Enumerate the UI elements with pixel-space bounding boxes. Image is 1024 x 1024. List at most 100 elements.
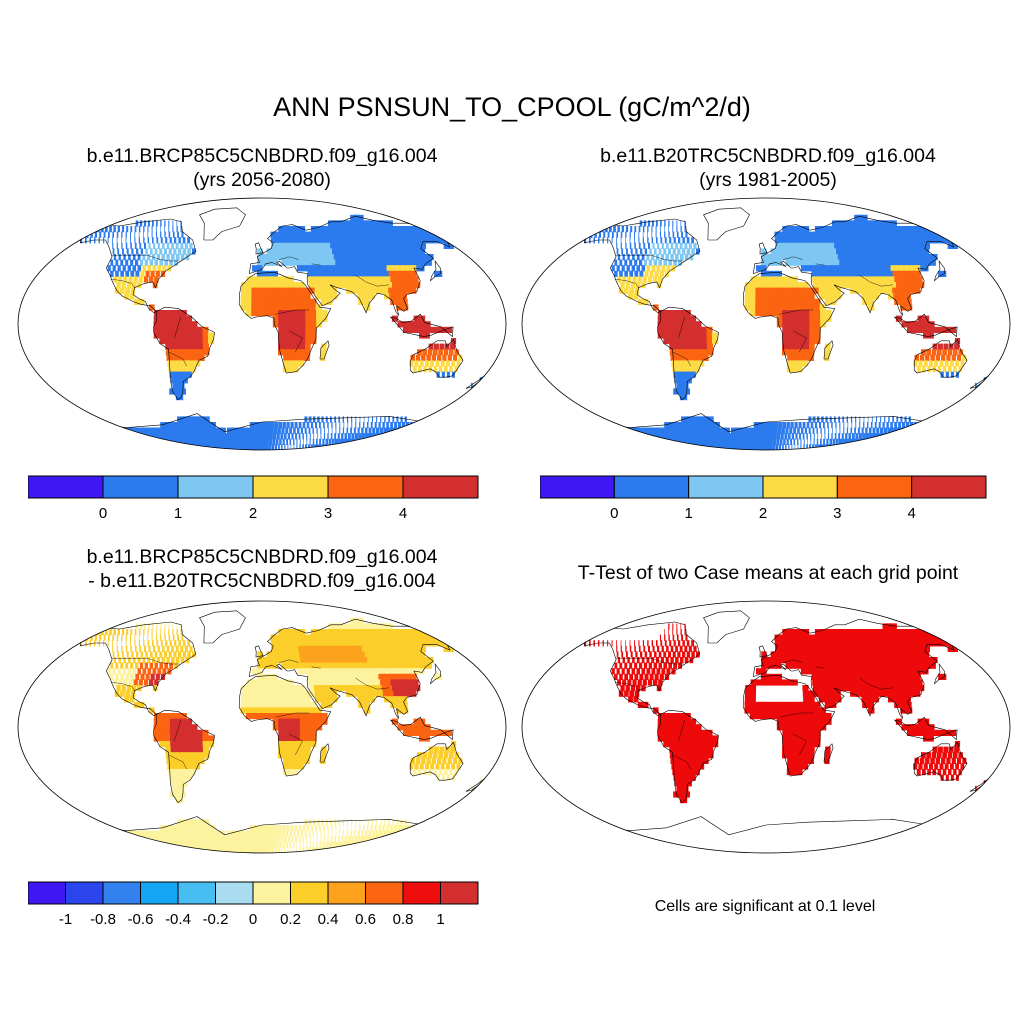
grid-cell bbox=[725, 433, 733, 440]
grid-cell bbox=[766, 310, 772, 317]
grid-cell bbox=[386, 427, 391, 434]
grid-cell bbox=[304, 354, 310, 361]
grid-cell bbox=[824, 293, 831, 300]
grid-cell bbox=[258, 438, 263, 445]
grid-cell bbox=[347, 825, 349, 832]
grid-cell bbox=[875, 265, 883, 272]
grid-cell bbox=[867, 640, 876, 647]
grid-cell bbox=[354, 662, 363, 669]
grid-cell bbox=[794, 651, 801, 658]
grid-cell bbox=[812, 276, 819, 283]
grid-cell bbox=[661, 265, 666, 272]
grid-cell bbox=[117, 248, 120, 255]
grid-cell bbox=[796, 640, 803, 647]
grid-cell bbox=[923, 729, 929, 736]
grid-cell bbox=[154, 276, 159, 283]
grid-cell bbox=[327, 673, 335, 680]
grid-cell bbox=[426, 757, 431, 764]
grid-cell bbox=[287, 634, 294, 641]
grid-cell bbox=[408, 326, 415, 333]
grid-cell bbox=[283, 707, 290, 714]
grid-cell bbox=[793, 321, 800, 328]
grid-cell bbox=[321, 231, 329, 238]
grid-cell bbox=[299, 841, 301, 848]
grid-cell bbox=[369, 259, 378, 266]
grid-cell bbox=[203, 752, 210, 759]
grid-cell bbox=[738, 438, 745, 445]
grid-cell bbox=[373, 841, 380, 848]
grid-cell bbox=[172, 220, 174, 227]
grid-cell bbox=[384, 662, 392, 669]
grid-cell bbox=[282, 422, 286, 429]
grid-cell bbox=[647, 237, 649, 244]
grid-cell bbox=[289, 841, 292, 848]
grid-cell bbox=[404, 819, 407, 826]
grid-cell bbox=[883, 444, 894, 450]
grid-cell bbox=[843, 629, 852, 636]
grid-cell bbox=[308, 685, 316, 692]
grid-cell bbox=[677, 248, 681, 255]
grid-cell bbox=[160, 226, 161, 233]
grid-cell bbox=[320, 298, 328, 305]
grid-cell bbox=[844, 662, 852, 669]
grid-cell bbox=[192, 746, 199, 753]
grid-cell bbox=[598, 231, 601, 238]
coastline-greenland bbox=[199, 610, 246, 644]
grid-cell bbox=[762, 427, 767, 434]
grid-cell bbox=[664, 231, 666, 238]
grid-cell bbox=[872, 433, 877, 440]
grid-cell bbox=[809, 304, 816, 311]
grid-cell bbox=[358, 673, 366, 680]
grid-cell bbox=[621, 438, 637, 445]
grid-cell bbox=[224, 841, 231, 848]
grid-cell bbox=[837, 276, 845, 283]
grid-cell bbox=[837, 679, 845, 686]
grid-cell bbox=[879, 427, 884, 434]
grid-cell bbox=[277, 287, 284, 294]
grid-cell bbox=[175, 315, 182, 322]
grid-cell bbox=[403, 287, 412, 294]
grid-cell bbox=[182, 354, 189, 361]
grid-cell bbox=[836, 248, 844, 255]
grid-cell bbox=[345, 640, 354, 647]
grid-cell bbox=[643, 259, 648, 266]
grid-cell bbox=[846, 444, 853, 450]
grid-cell bbox=[367, 254, 375, 261]
grid-cell bbox=[135, 270, 140, 277]
grid-cell bbox=[335, 825, 337, 832]
grid-cell bbox=[669, 640, 672, 647]
grid-cell bbox=[159, 662, 163, 669]
grid-cell bbox=[755, 438, 761, 445]
grid-cell bbox=[307, 847, 311, 853]
grid-cell bbox=[384, 259, 392, 266]
grid-cell bbox=[693, 645, 697, 652]
grid-cell bbox=[388, 248, 397, 255]
grid-cell bbox=[668, 259, 672, 266]
grid-cell bbox=[770, 651, 777, 658]
grid-cell bbox=[303, 438, 304, 445]
country-border bbox=[275, 712, 310, 718]
grid-cell bbox=[827, 276, 835, 283]
grid-cell bbox=[668, 248, 671, 255]
grid-cell bbox=[679, 242, 683, 249]
grid-cell bbox=[617, 254, 621, 261]
grid-cell bbox=[938, 270, 947, 277]
grid-cell bbox=[180, 254, 185, 261]
grid-cell bbox=[150, 847, 165, 853]
grid-cell bbox=[392, 836, 399, 843]
grid-cell bbox=[319, 254, 327, 261]
grid-cell bbox=[272, 293, 279, 300]
grid-cell bbox=[435, 729, 442, 736]
grid-cell bbox=[657, 326, 664, 333]
grid-cell bbox=[360, 438, 366, 445]
grid-cell bbox=[859, 248, 867, 255]
grid-cell bbox=[294, 422, 298, 429]
grid-cell bbox=[808, 651, 815, 658]
grid-cell bbox=[636, 685, 641, 692]
grid-cell bbox=[246, 847, 252, 853]
grid-cell bbox=[293, 360, 299, 367]
grid-cell bbox=[262, 696, 268, 703]
grid-cell bbox=[444, 366, 448, 373]
grid-cell bbox=[396, 433, 403, 440]
grid-cell bbox=[180, 332, 187, 339]
